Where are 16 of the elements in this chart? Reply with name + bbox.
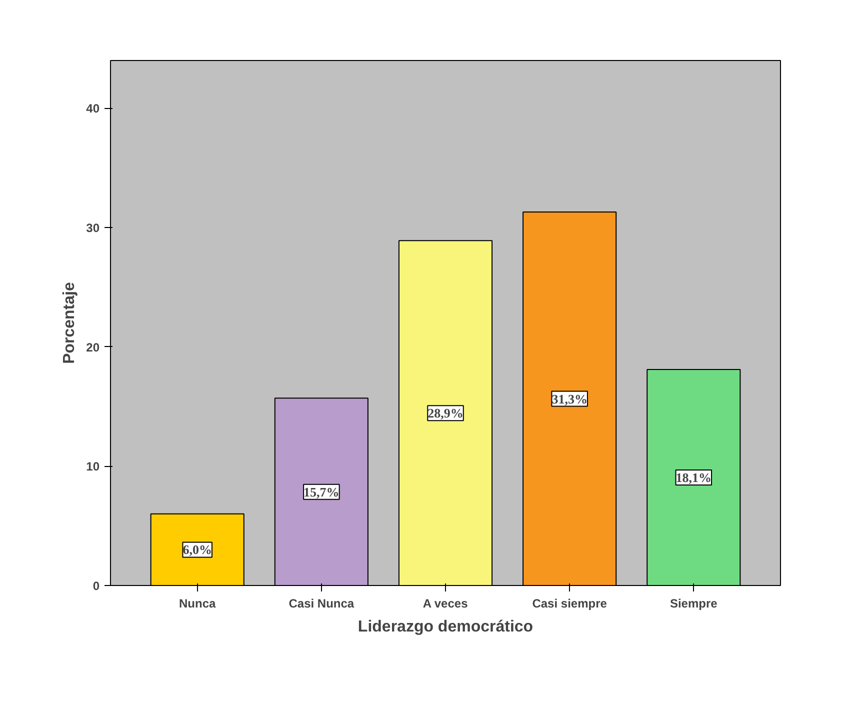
x-tick-label: A veces — [422, 596, 468, 610]
data-label: 31,3% — [552, 391, 588, 406]
x-tick-label: Casi Nunca — [288, 596, 354, 610]
data-label: 18,1% — [676, 470, 712, 486]
y-axis-title: Porcentaje — [61, 282, 78, 364]
y-tick-label: 20 — [86, 340, 100, 354]
x-tick-label: Casi siempre — [532, 596, 608, 610]
y-tick-label: 10 — [86, 460, 100, 474]
data-label: 15,7% — [304, 484, 340, 500]
y-tick-label: 30 — [86, 221, 100, 236]
y-tick-label: 0 — [92, 579, 100, 593]
x-tick-label: Nunca — [179, 596, 216, 610]
x-axis-title: Liderazgo democrático — [358, 618, 534, 636]
data-label: 28,9% — [428, 406, 464, 421]
x-tick-label: Siempre — [670, 596, 718, 610]
y-tick-label: 40 — [86, 102, 100, 116]
